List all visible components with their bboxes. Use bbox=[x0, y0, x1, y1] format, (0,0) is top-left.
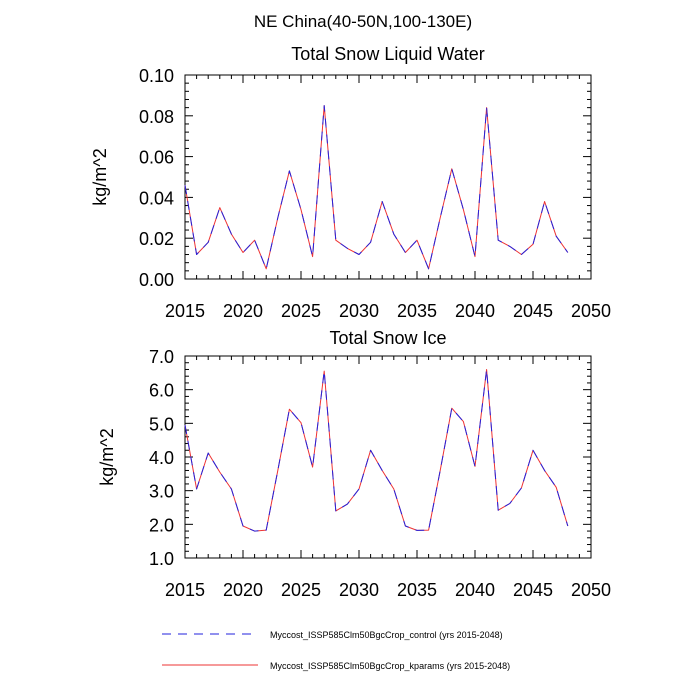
x-tick-label: 2050 bbox=[571, 301, 611, 321]
y-tick-label: 0.10 bbox=[139, 66, 174, 86]
chart-title: Total Snow Liquid Water bbox=[291, 44, 484, 64]
legend-label-control: Myccost_ISSP585Clm50BgcCrop_control (yrs… bbox=[270, 630, 503, 640]
y-tick-label: 5.0 bbox=[149, 414, 174, 434]
legend: Myccost_ISSP585Clm50BgcCrop_control (yrs… bbox=[162, 630, 510, 671]
x-tick-label: 2020 bbox=[223, 580, 263, 600]
y-axis-label: kg/m^2 bbox=[90, 148, 110, 205]
panel-snow-liquid-water: Total Snow Liquid Water kg/m^2 2015 2020 2… bbox=[90, 44, 611, 321]
y-tick-label: 6.0 bbox=[149, 381, 174, 401]
y-tick-label: 0.06 bbox=[139, 148, 174, 168]
x-tick-label: 2040 bbox=[455, 580, 495, 600]
y-axis-label: kg/m^2 bbox=[97, 428, 117, 485]
x-tick-label: 2040 bbox=[455, 301, 495, 321]
y-tick-label: 2.0 bbox=[149, 515, 174, 535]
y-tick-label: 0.00 bbox=[139, 270, 174, 290]
series-line-control bbox=[184, 369, 569, 532]
panel-snow-ice: Total Snow Ice kg/m^2 2015 2020 2025 2030 20… bbox=[97, 328, 611, 600]
series-line-control bbox=[184, 105, 569, 270]
y-tick-label: 1.0 bbox=[149, 549, 174, 569]
x-tick-label: 2045 bbox=[513, 580, 553, 600]
y-tick-label: 0.04 bbox=[139, 188, 174, 208]
x-tick-label: 2025 bbox=[281, 580, 321, 600]
y-tick-label: 7.0 bbox=[149, 347, 174, 367]
x-tick-label: 2050 bbox=[571, 580, 611, 600]
x-tick-label: 2030 bbox=[339, 580, 379, 600]
y-tick-label: 0.02 bbox=[139, 229, 174, 249]
legend-label-kparams: Myccost_ISSP585Clm50BgcCrop_kparams (yrs… bbox=[270, 661, 510, 671]
x-tick-label: 2035 bbox=[397, 301, 437, 321]
x-tick-label: 2030 bbox=[339, 301, 379, 321]
figure-title: NE China(40-50N,100-130E) bbox=[254, 12, 472, 31]
x-tick-label: 2015 bbox=[165, 580, 205, 600]
x-tick-label: 2015 bbox=[165, 301, 205, 321]
x-tick-label: 2020 bbox=[223, 301, 263, 321]
x-tick-label: 2045 bbox=[513, 301, 553, 321]
x-tick-label: 2025 bbox=[281, 301, 321, 321]
chart-title: Total Snow Ice bbox=[329, 328, 446, 348]
series-line-kparams bbox=[184, 105, 569, 270]
y-tick-label: 4.0 bbox=[149, 448, 174, 468]
y-tick-label: 3.0 bbox=[149, 482, 174, 502]
y-tick-label: 0.08 bbox=[139, 107, 174, 127]
series-line-kparams bbox=[184, 369, 569, 532]
plot-frame bbox=[184, 74, 592, 280]
x-tick-label: 2035 bbox=[397, 580, 437, 600]
